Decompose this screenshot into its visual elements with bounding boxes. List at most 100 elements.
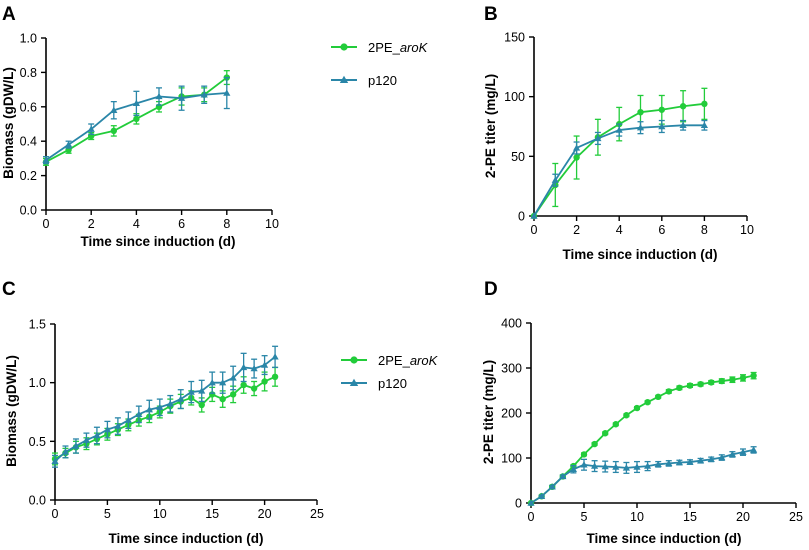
legend-label-2pe-arok: 2PE_aroK xyxy=(368,40,429,55)
panel-c-point-p120 xyxy=(240,363,248,371)
panel-b-point-p120 xyxy=(551,176,559,183)
panel-b-x-tick-label: 10 xyxy=(740,223,754,237)
panel-c-y-axis-title: Biomass (gDW/L) xyxy=(4,355,19,467)
panel-d-point-2pe-arok xyxy=(739,374,747,382)
panel-c-series-line-2pe-arok xyxy=(54,375,276,460)
panel-d-point-p120 xyxy=(580,461,588,468)
panel-d-point-2pe-arok xyxy=(665,388,672,395)
panel-d-plot: 0 5 10 15 20 25 0 100 200 300 400 xyxy=(501,317,803,525)
panel-c-y-tick-label: 1.5 xyxy=(29,318,46,332)
panel-c-point-2pe-arok xyxy=(271,373,279,380)
panel-d-point-2pe-arok xyxy=(580,451,588,458)
panel-c-point-p120 xyxy=(93,431,101,439)
panel-d-point-p120 xyxy=(622,464,630,471)
panel-c-y-tick-label: 1.0 xyxy=(29,376,46,390)
panel-a-point-p120 xyxy=(223,89,231,96)
panel-d: D 0 5 10 15 20 25 0 100 200 300 400 Time since ind… xyxy=(481,279,803,546)
panel-a-point-p120 xyxy=(132,99,140,107)
panel-a-point-p120 xyxy=(178,94,186,101)
panel-d-y-tick-label: 100 xyxy=(501,452,522,466)
legend-marker-2pe-arok xyxy=(340,43,348,51)
panel-a-legend: 2PE_aroK p120 xyxy=(331,40,429,88)
panel-c-point-2pe-arok xyxy=(219,395,226,403)
legend-label-p120: p120 xyxy=(368,73,397,88)
panel-a-y-tick-label: 0.0 xyxy=(20,204,37,218)
panel-a-y-tick-label: 1.0 xyxy=(20,32,37,46)
panel-d-letter: D xyxy=(484,279,498,300)
panel-c-point-p120 xyxy=(208,379,216,386)
panel-a-x-tick-label: 8 xyxy=(223,217,230,231)
panel-d-point-p120 xyxy=(675,458,683,466)
panel-d-point-2pe-arok xyxy=(729,376,736,383)
panel-d-series-line-p120 xyxy=(530,449,754,504)
panel-d-point-p120 xyxy=(697,457,705,464)
panel-c-x-tick-label: 5 xyxy=(104,507,111,521)
panel-b-point-2pe-arok xyxy=(658,106,665,113)
panel-c-x-tick-label: 25 xyxy=(310,507,324,521)
panel-d-point-p120 xyxy=(665,459,673,467)
panel-c-point-p120 xyxy=(51,457,59,464)
panel-d-point-p120 xyxy=(644,462,652,469)
panel-b-point-2pe-arok xyxy=(679,103,687,110)
legend-label-p120-c: p120 xyxy=(378,376,407,391)
panel-a-point-2pe-arok xyxy=(133,115,140,123)
panel-d-point-2pe-arok xyxy=(708,379,715,386)
panel-a-x-tick-label: 2 xyxy=(88,217,95,231)
panel-a-x-tick-label: 10 xyxy=(265,217,279,231)
panel-a-y-tick-label: 0.6 xyxy=(20,100,37,114)
panel-d-point-p120 xyxy=(707,455,715,463)
legend-marker-2pe-arok-c xyxy=(350,356,358,364)
panel-c-point-2pe-arok xyxy=(198,401,205,409)
panel-b-x-tick-label: 4 xyxy=(616,223,623,237)
panel-b-point-2pe-arok xyxy=(701,100,708,108)
panel-b-x-tick-label: 8 xyxy=(701,223,708,237)
panel-d-point-2pe-arok xyxy=(602,430,609,437)
panel-b-point-p120 xyxy=(573,144,581,151)
panel-a-point-p120 xyxy=(65,141,73,148)
panel-d-point-p120 xyxy=(538,492,546,499)
panel-c-point-p120 xyxy=(187,388,195,395)
panel-a-x-tick-label: 6 xyxy=(178,217,185,231)
legend-label-2pe-arok-c: 2PE_aroK xyxy=(378,353,439,368)
panel-b-point-2pe-arok xyxy=(637,108,644,116)
panel-c-series-line-p120 xyxy=(54,356,276,462)
panel-d-point-p120 xyxy=(739,448,747,455)
panel-a-x-axis-title: Time since induction (d) xyxy=(80,234,235,249)
panel-c-point-p120 xyxy=(124,416,132,423)
panel-d-point-p120 xyxy=(686,458,694,465)
panel-d-point-p120 xyxy=(601,462,609,470)
panel-c-point-p120 xyxy=(72,442,80,449)
panel-d-x-tick-label: 20 xyxy=(736,510,750,524)
legend-marker-p120 xyxy=(339,75,349,83)
panel-d-x-tick-label: 5 xyxy=(581,510,588,524)
panel-b-x-tick-label: 6 xyxy=(658,223,665,237)
panel-a-x-tick-label: 0 xyxy=(43,217,50,231)
panel-b-y-tick-label: 50 xyxy=(511,150,525,164)
panel-b-point-p120 xyxy=(658,122,666,130)
panel-a-y-tick-label: 0.8 xyxy=(20,66,37,80)
panel-c-x-tick-label: 10 xyxy=(153,507,167,521)
panel-d-point-p120 xyxy=(728,450,736,458)
panel-d-point-p120 xyxy=(718,453,726,461)
panel-c-point-p120 xyxy=(219,379,227,386)
panel-d-point-2pe-arok xyxy=(612,421,619,428)
panel-d-x-tick-label: 15 xyxy=(683,510,697,524)
panel-d-point-2pe-arok xyxy=(718,377,725,385)
panel-d-y-tick-label: 0 xyxy=(515,497,522,511)
panel-c-point-2pe-arok xyxy=(250,385,258,392)
panel-c-y-tick-label: 0.5 xyxy=(29,435,46,449)
panel-d-point-p120 xyxy=(559,472,567,480)
panel-d-x-axis-title: Time since induction (d) xyxy=(586,531,741,546)
panel-d-x-tick-label: 10 xyxy=(630,510,644,524)
panel-c-legend: 2PE_aroK p120 xyxy=(341,353,439,391)
panel-b-x-tick-label: 2 xyxy=(573,223,580,237)
panel-c-x-axis-title: Time since induction (d) xyxy=(108,531,263,546)
panel-a-letter: A xyxy=(2,4,16,25)
panel-d-y-tick-label: 200 xyxy=(501,407,522,421)
panel-c-point-p120 xyxy=(250,364,258,372)
panel-d-y-tick-label: 400 xyxy=(501,317,522,331)
panel-c-point-p120 xyxy=(229,374,237,381)
panel-a-point-2pe-arok xyxy=(110,127,118,135)
